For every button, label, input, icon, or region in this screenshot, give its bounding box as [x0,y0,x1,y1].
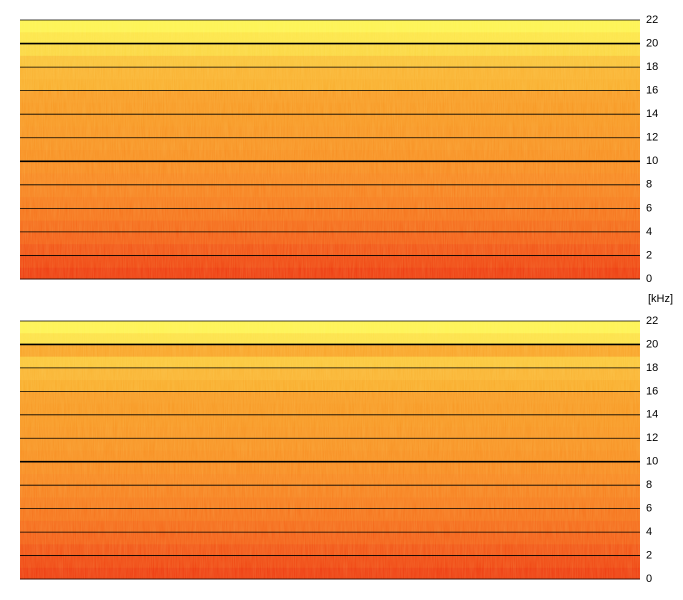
y-tick-label: 0 [646,573,652,585]
y-tick-label: 6 [646,503,652,515]
y-tick-label: 18 [646,61,658,73]
y-tick-label: 4 [646,226,652,238]
y-tick-label: 6 [646,202,652,214]
y-tick-label: 2 [646,249,652,261]
y-tick-label: 20 [646,338,658,350]
y-tick-label: 16 [646,385,658,397]
y-tick-label: 14 [646,108,658,120]
y-tick-label: 10 [646,155,658,167]
texture [20,20,640,279]
y-tick-label: 14 [646,409,658,421]
y-tick-label: 20 [646,37,658,49]
y-tick-label: 10 [646,456,658,468]
y-tick-label: 2 [646,549,652,561]
y-tick-label: 8 [646,479,652,491]
y-tick-label: 22 [646,14,658,26]
y-tick-label: 12 [646,432,658,444]
y-tick-label: 4 [646,526,652,538]
y-tick-label: 0 [646,273,652,285]
y-axis-label: [kHz] [648,293,673,305]
y-tick-label: 18 [646,362,658,374]
y-tick-label: 8 [646,179,652,191]
y-tick-label: 16 [646,85,658,97]
y-tick-label: 22 [646,315,658,327]
y-tick-label: 12 [646,132,658,144]
texture [20,321,640,579]
